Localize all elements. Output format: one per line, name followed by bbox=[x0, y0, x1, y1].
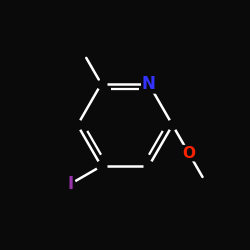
Text: N: N bbox=[142, 75, 156, 93]
Text: O: O bbox=[182, 146, 195, 161]
Text: I: I bbox=[68, 175, 74, 193]
